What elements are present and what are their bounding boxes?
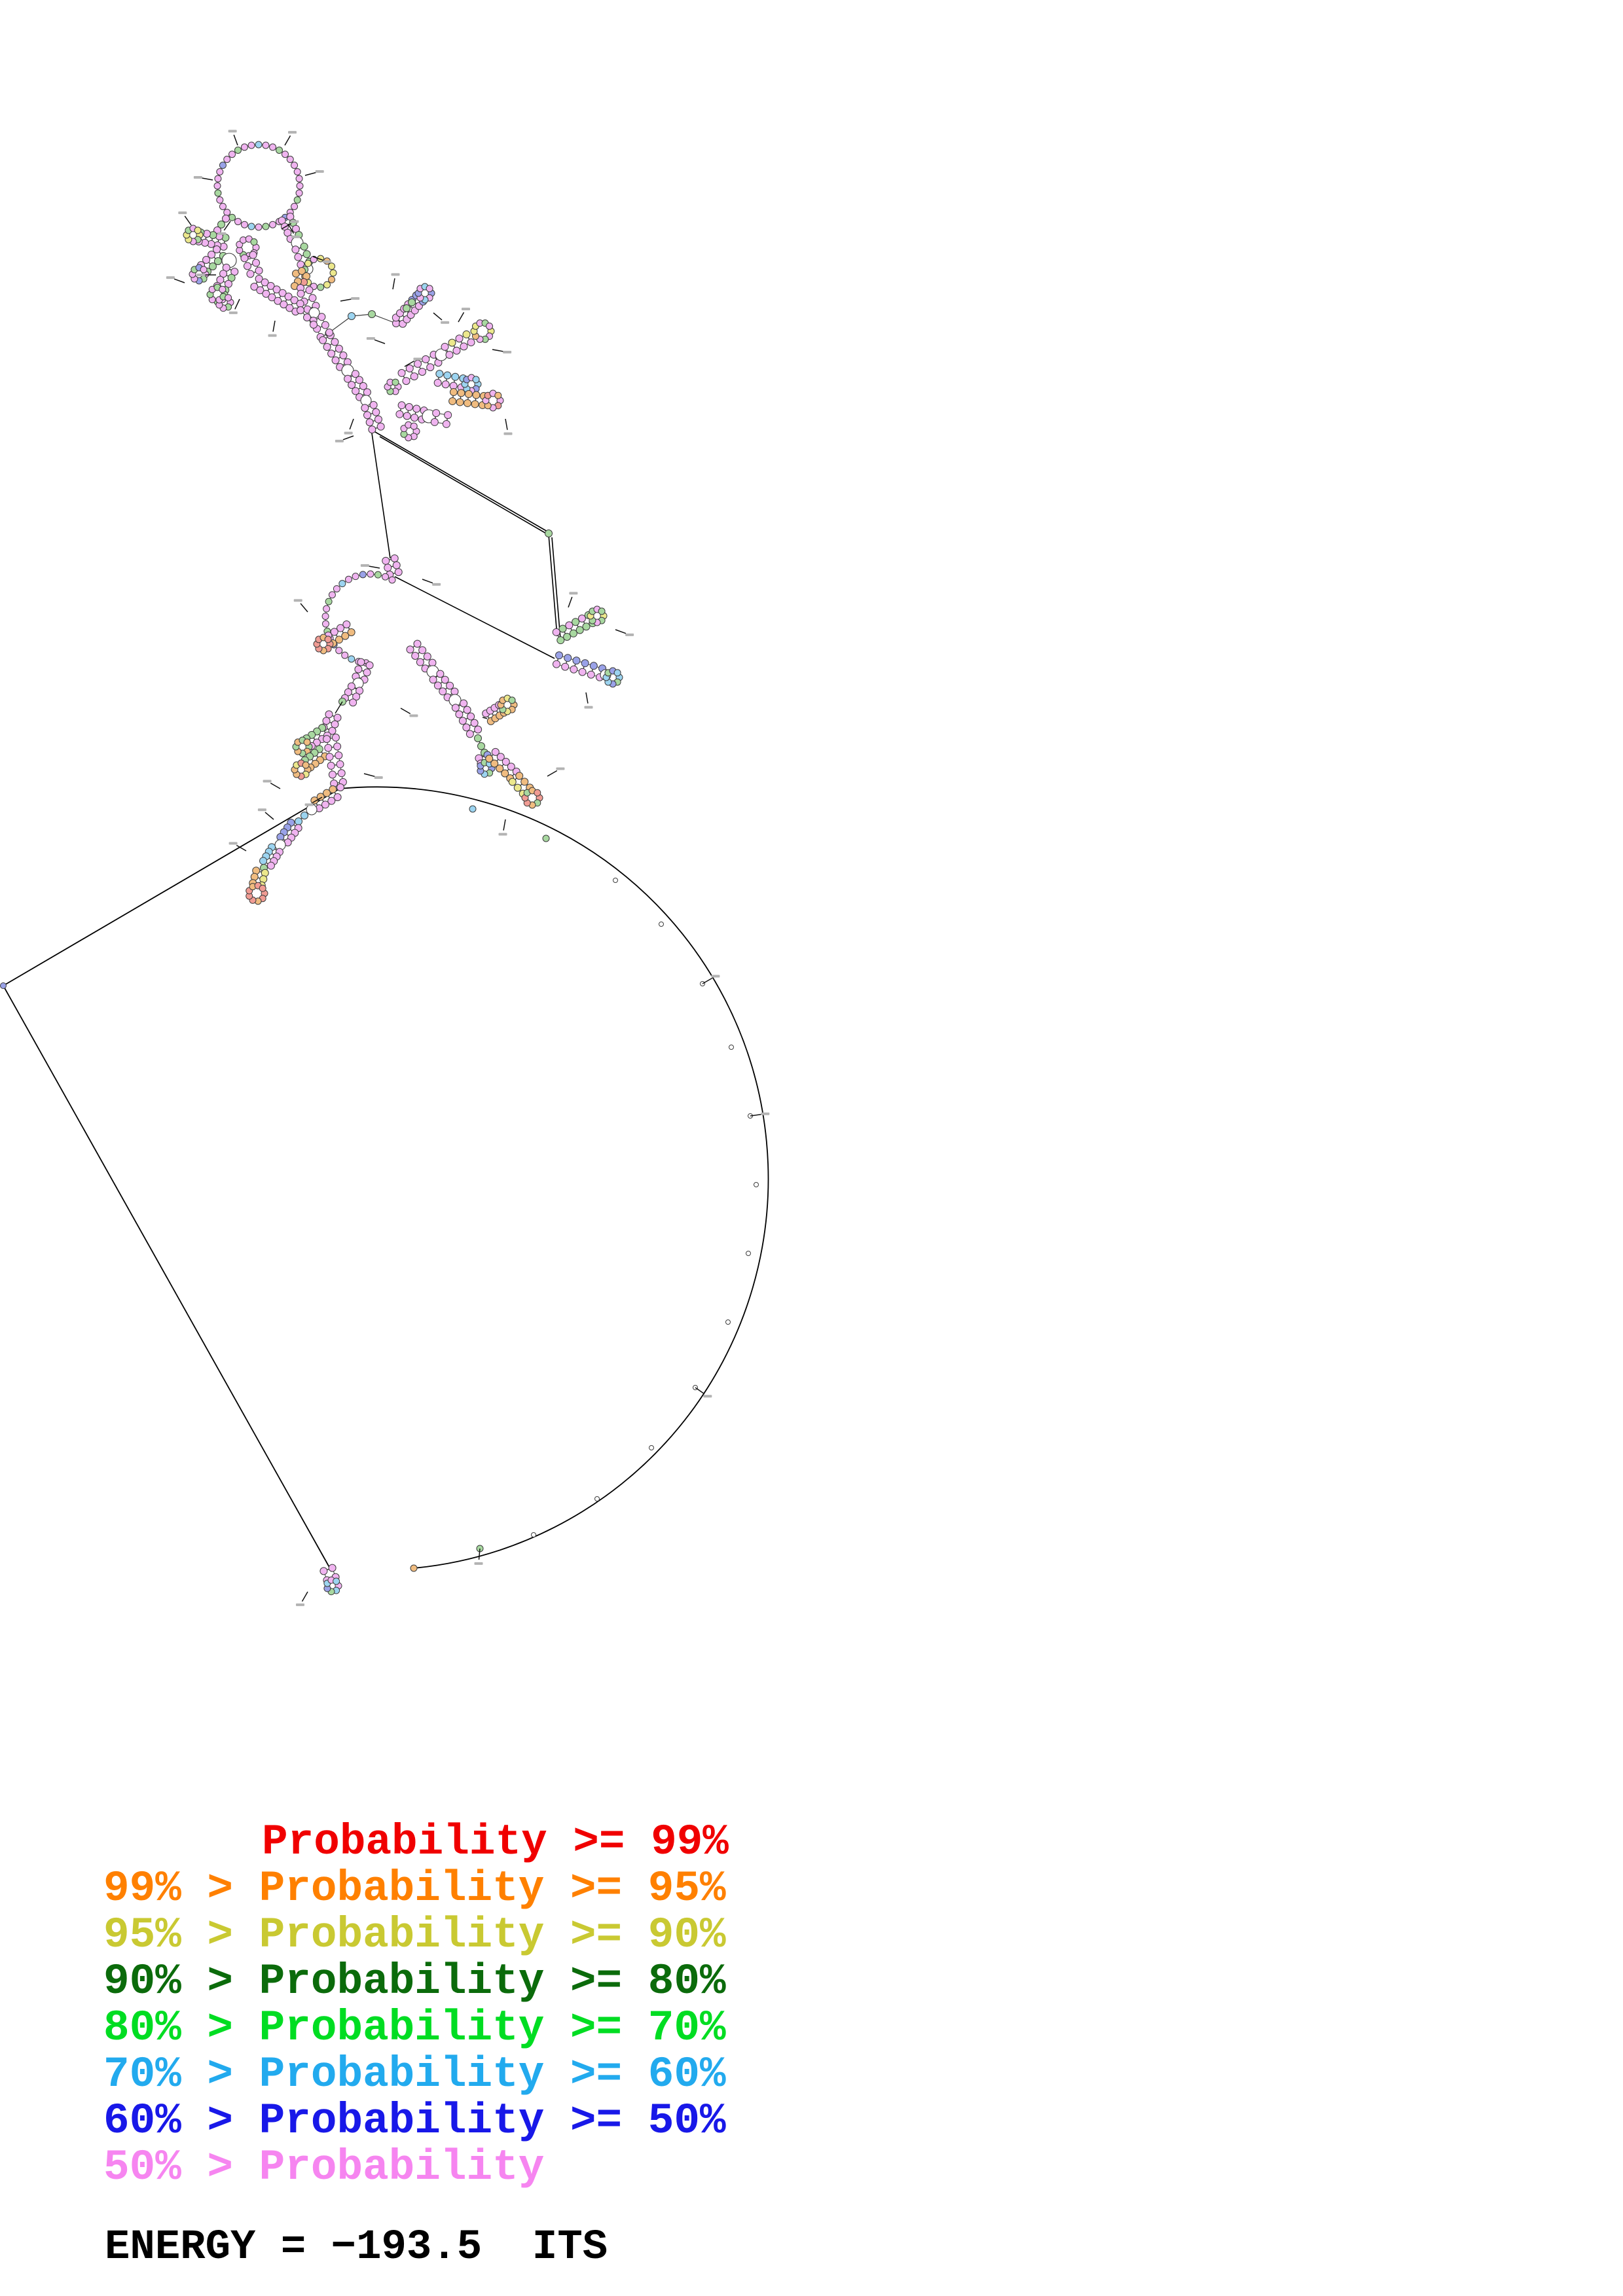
legend-row-5: 80% > Probability >= 70%	[103, 2003, 726, 2053]
legend-row-8: 50% > Probability	[103, 2143, 545, 2192]
legend-row-2: 99% > Probability >= 95%	[103, 1864, 726, 1913]
position-tick-labels	[166, 130, 634, 1606]
legend-row-7: 60% > Probability >= 50%	[103, 2096, 726, 2145]
legend-row-3: 95% > Probability >= 90%	[103, 1910, 726, 1960]
upper-domain	[183, 141, 504, 442]
legend-row-4: 90% > Probability >= 80%	[103, 1957, 726, 2006]
exterior-loop	[0, 786, 770, 1596]
descending-hairpin-chain	[246, 785, 342, 905]
legend-row-6: 70% > Probability >= 60%	[103, 2050, 726, 2099]
right-branch	[406, 605, 623, 809]
legend-row-1: Probability >= 99%	[262, 1818, 729, 1867]
energy-label: ENERGY = −193.5 ITS	[105, 2224, 608, 2271]
central-multiloop	[291, 431, 561, 791]
